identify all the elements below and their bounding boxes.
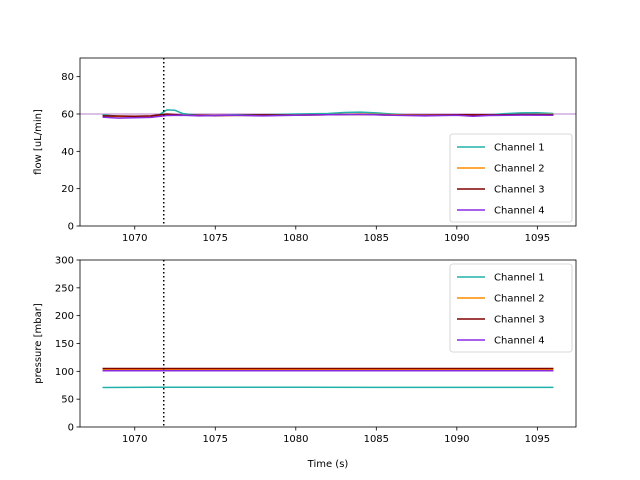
x-tick-label: 1075: [203, 233, 228, 244]
legend-label-channel-4: Channel 4: [494, 336, 545, 347]
legend-label-channel-2: Channel 2: [494, 164, 545, 175]
y-tick-label: 80: [61, 72, 74, 83]
plot-frame: [79, 57, 577, 227]
y-tick-label: 250: [55, 283, 74, 294]
legend-box: [449, 133, 573, 223]
x-tick-label: 1080: [283, 434, 308, 445]
legend-label-channel-4: Channel 4: [494, 206, 545, 217]
y-tick-label: 20: [61, 184, 74, 195]
series-line-channel-4: [102, 113, 554, 119]
x-tick-label: 1085: [364, 233, 389, 244]
legend-label-channel-1: Channel 1: [494, 143, 545, 154]
y-tick-label: 40: [61, 147, 74, 158]
legend-label-channel-3: Channel 3: [494, 185, 545, 196]
y-axis-label: flow [uL/min]: [33, 109, 44, 175]
legend: Channel 1 Channel 2 Channel 3 Channel 4: [449, 133, 573, 223]
x-tick-label: 1090: [444, 434, 469, 445]
y-tick-label: 50: [61, 395, 74, 406]
y-tick-label: 100: [55, 367, 74, 378]
y-tick-label: 0: [68, 423, 74, 434]
chart-panel-1: 1070 1075 1080 1085 1090 1095 0 20 40 60 80 flow [u…: [33, 57, 577, 244]
x-tick-label: 1095: [525, 233, 550, 244]
legend-label-channel-3: Channel 3: [494, 315, 545, 326]
x-tick-label: 1070: [122, 434, 147, 445]
x-tick-label: 1085: [364, 434, 389, 445]
x-tick-label: 1095: [525, 434, 550, 445]
legend-label-channel-2: Channel 2: [494, 294, 545, 305]
x-tick-label: 1070: [122, 233, 147, 244]
x-tick-label: 1080: [283, 233, 308, 244]
chart-panel-2: 1070 1075 1080 1085 1090 1095 0 50 100 150 200 250 3…: [33, 256, 577, 470]
x-axis-label: Time (s): [307, 459, 349, 470]
y-tick-label: 150: [55, 339, 74, 350]
legend-box: [449, 263, 573, 353]
y-axis-label: pressure [mbar]: [33, 303, 44, 384]
y-tick-label: 0: [68, 222, 74, 233]
legend-label-channel-1: Channel 1: [494, 273, 545, 284]
legend: Channel 1 Channel 2 Channel 3 Channel 4: [449, 263, 573, 353]
y-tick-label: 300: [55, 256, 74, 267]
x-tick-label: 1090: [444, 233, 469, 244]
x-tick-label: 1075: [203, 434, 228, 445]
y-tick-label: 200: [55, 311, 74, 322]
y-tick-label: 60: [61, 110, 74, 121]
